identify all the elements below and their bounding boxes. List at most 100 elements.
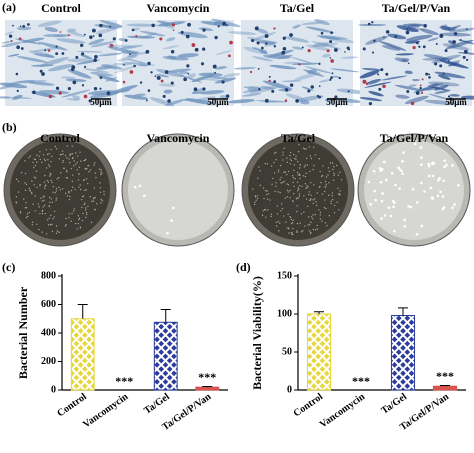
colony (76, 169, 78, 171)
tissue-fiber (21, 37, 45, 43)
colony (92, 200, 95, 202)
colony (43, 195, 45, 197)
tissue-fiber (198, 72, 223, 77)
nucleus (318, 85, 321, 87)
colony (338, 209, 340, 211)
tissue-fiber (381, 45, 401, 51)
colony (254, 196, 257, 198)
nucleus (18, 37, 22, 40)
colony (340, 179, 343, 181)
colony (71, 180, 74, 183)
colony (311, 218, 314, 220)
colony (314, 198, 316, 200)
colony (427, 174, 431, 178)
colony (328, 194, 330, 196)
colony (94, 162, 96, 164)
colony (323, 190, 326, 193)
colony (35, 170, 38, 172)
nucleus (75, 55, 79, 59)
colony (53, 210, 56, 213)
tissue-fiber (290, 56, 312, 64)
nucleus (32, 90, 36, 95)
colony (68, 213, 70, 215)
colony (308, 191, 310, 193)
colony (31, 180, 33, 182)
tissue-fiber (251, 56, 274, 62)
nucleus (394, 35, 398, 38)
bar (195, 386, 220, 391)
nucleus (88, 99, 92, 103)
tissue-fiber (32, 47, 61, 52)
nucleus (268, 75, 271, 78)
nucleus (41, 72, 45, 76)
nucleus (83, 33, 86, 36)
nucleus (225, 94, 230, 98)
tissue-fiber (105, 77, 117, 82)
colony (431, 162, 434, 166)
nucleus (265, 42, 268, 45)
colony (23, 198, 25, 200)
colony (293, 157, 296, 160)
nucleus (185, 34, 190, 39)
colony (285, 174, 288, 176)
colony (289, 158, 291, 160)
tissue-fiber (301, 86, 314, 91)
petri-dish (357, 133, 471, 247)
nucleus (273, 27, 276, 30)
colony (27, 215, 29, 218)
colony (48, 153, 50, 155)
nucleus (439, 33, 444, 38)
tissue-fiber (214, 77, 236, 84)
nucleus (39, 69, 43, 73)
nucleus (435, 42, 438, 46)
colony (321, 193, 324, 195)
tissue-fiber (167, 68, 192, 73)
tissue-fiber (43, 34, 67, 38)
colony (383, 214, 387, 217)
colony (50, 198, 52, 200)
nucleus (83, 94, 88, 99)
nucleus (423, 24, 427, 28)
tissue-fiber (251, 47, 261, 51)
colony (299, 185, 301, 187)
colony (310, 216, 313, 218)
colony (17, 180, 20, 183)
tissue-fiber (155, 69, 185, 78)
tissue-fiber (330, 75, 340, 78)
colony (50, 149, 52, 151)
colony (271, 183, 273, 185)
tissue-fiber (1, 41, 12, 44)
colony (325, 183, 327, 185)
colony (58, 158, 61, 160)
tissue-fiber (341, 56, 359, 59)
tissue-fiber (314, 19, 330, 26)
colony (58, 231, 60, 234)
nucleus (434, 62, 438, 66)
tissue-fiber (47, 64, 74, 72)
nucleus (257, 68, 260, 70)
tissue-fiber (166, 37, 176, 42)
bar (70, 318, 95, 391)
colony (60, 172, 62, 174)
colony (281, 207, 284, 210)
colony (33, 184, 35, 186)
colony (79, 151, 81, 153)
colony (78, 186, 80, 188)
colony (332, 168, 334, 171)
colony (78, 166, 81, 169)
colony (451, 163, 454, 167)
colony (381, 192, 384, 195)
colony (283, 171, 285, 173)
colony (41, 212, 44, 215)
colony (296, 231, 298, 233)
nucleus (273, 45, 277, 48)
nucleus (320, 31, 324, 35)
colony (277, 169, 280, 171)
colony (50, 161, 52, 163)
colony (310, 157, 313, 160)
colony (100, 202, 102, 204)
colony (75, 152, 77, 154)
tissue-fiber (357, 24, 387, 26)
colony (279, 222, 281, 224)
colony (439, 190, 442, 194)
